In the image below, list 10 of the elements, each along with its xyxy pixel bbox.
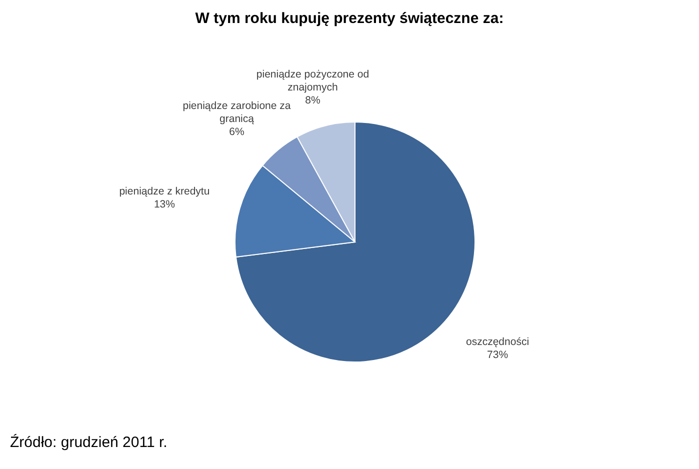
- text: Źródło: grudzień 2011 r.: [10, 434, 168, 451]
- slice-label: pieniądze pożyczone od znajomych: [256, 68, 370, 94]
- data-label: 13%: [154, 198, 175, 210]
- data-label: 6%: [229, 126, 244, 138]
- slice-label: pieniądze zarobione za granicą: [182, 100, 291, 126]
- slice-label: oszczędności: [466, 336, 530, 348]
- data-label: 73%: [487, 348, 508, 361]
- chart-title: W tym roku kupuję prezenty świąteczne za:: [194, 9, 505, 29]
- slice-label: pieniądze z kredytu: [119, 185, 210, 198]
- data-label: 8%: [305, 94, 320, 107]
